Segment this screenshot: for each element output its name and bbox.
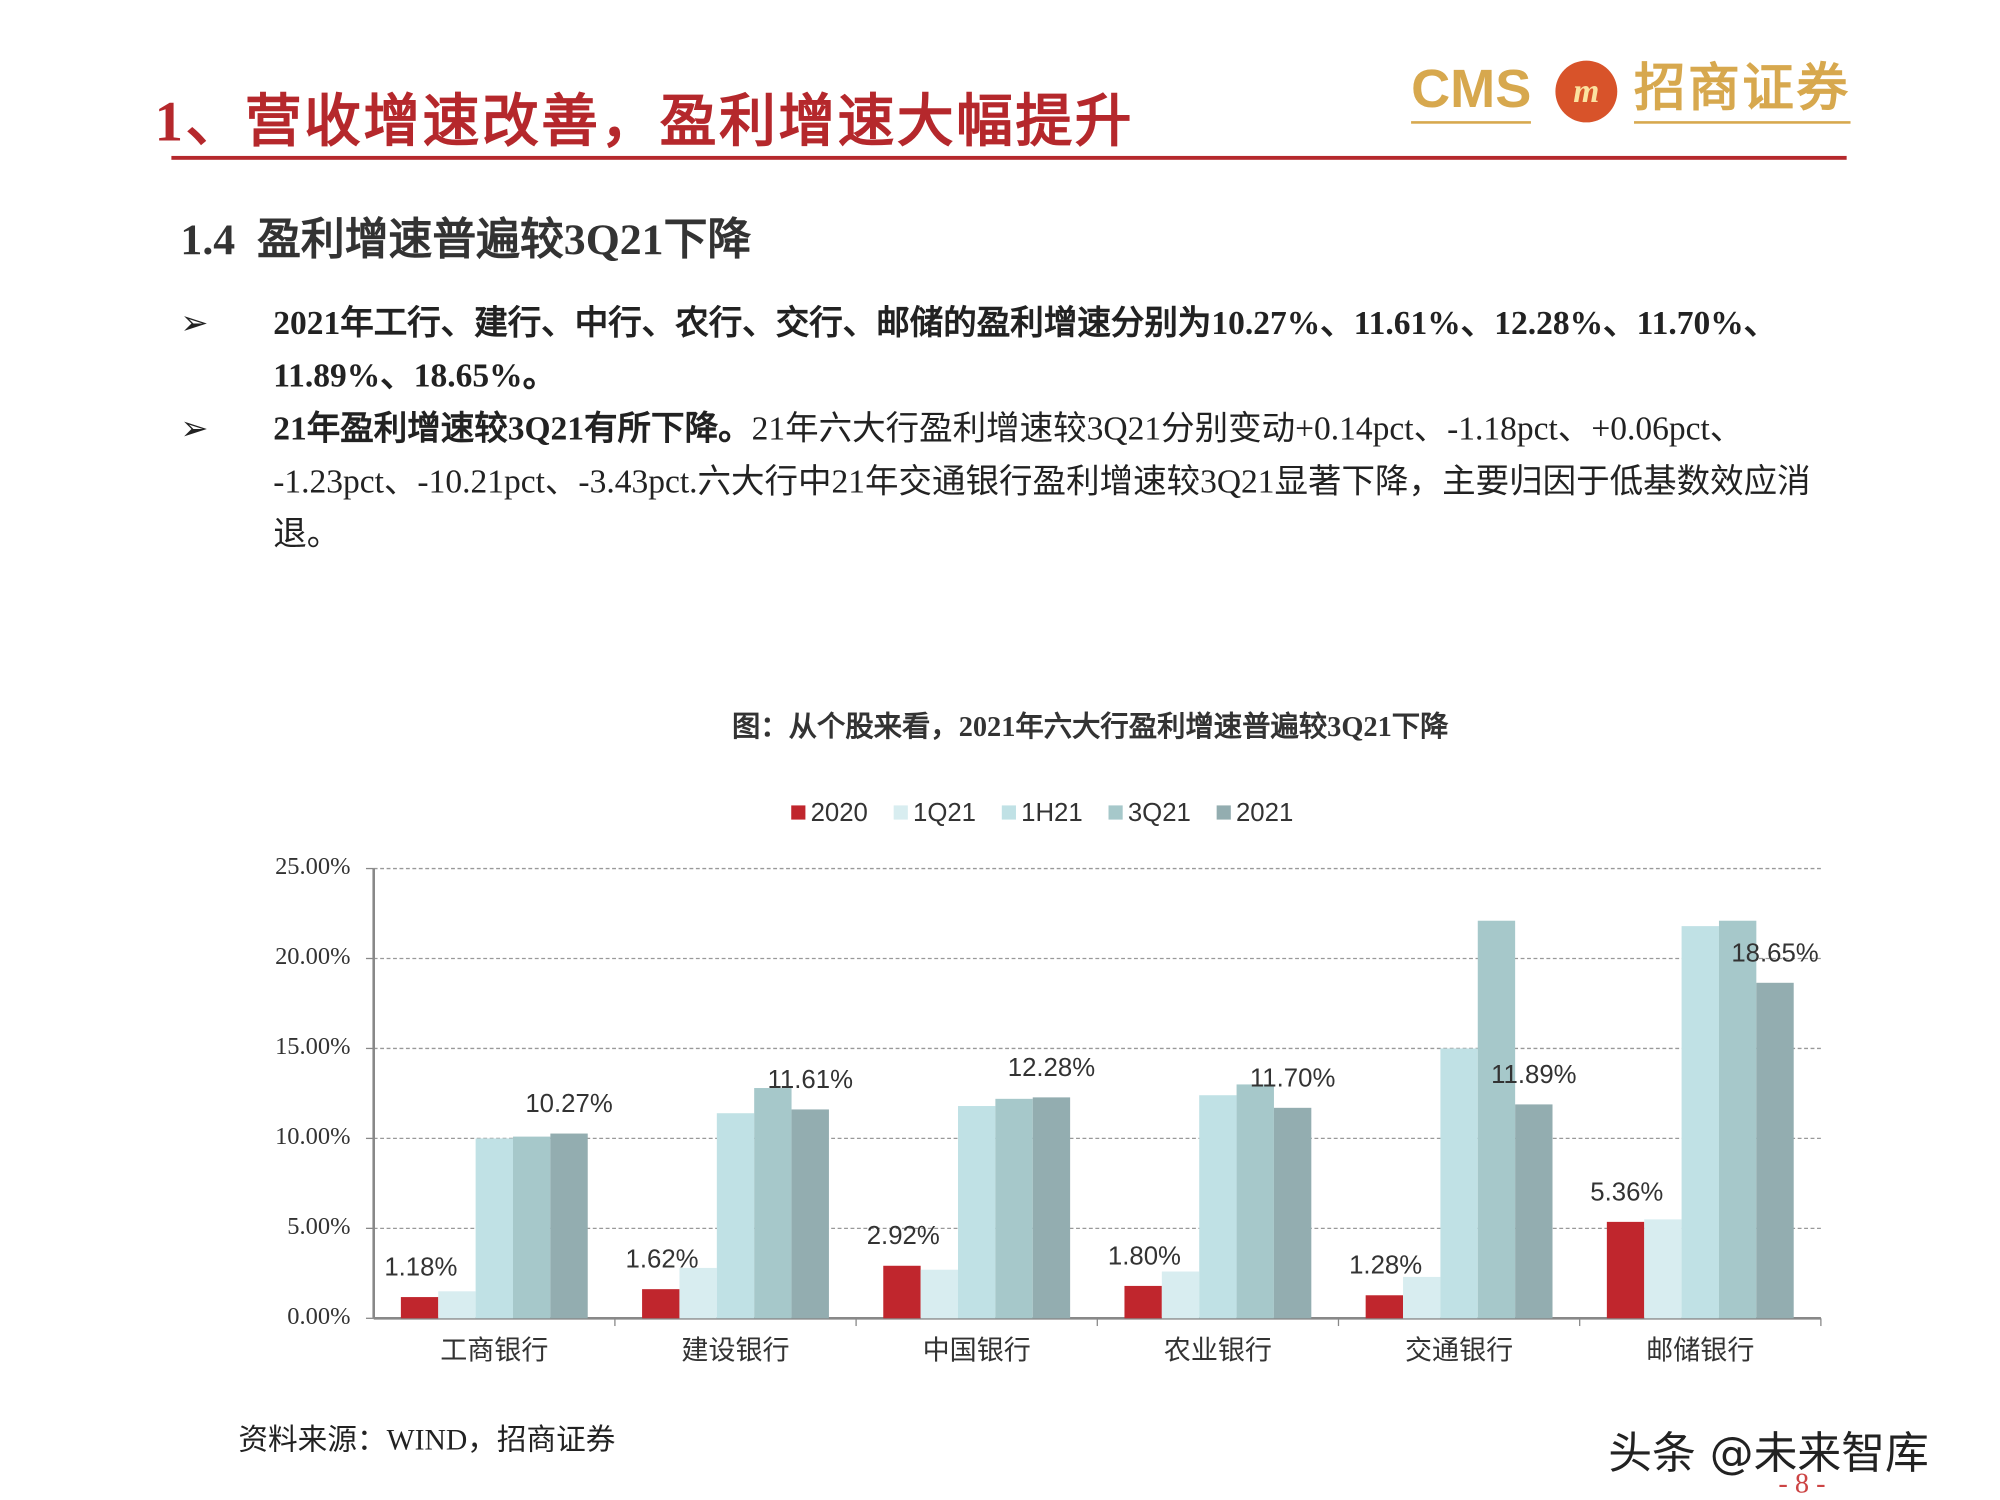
bar — [791, 1109, 829, 1319]
value-label: 1.62% — [626, 1246, 699, 1274]
y-tick-label: 20.00% — [275, 943, 350, 970]
bar — [438, 1291, 476, 1319]
page-number: - 8 - — [1778, 1466, 1826, 1499]
legend-label: 3Q21 — [1128, 799, 1191, 827]
legend-label: 1H21 — [1021, 799, 1083, 827]
y-tick-label: 5.00% — [287, 1213, 350, 1240]
bar — [1756, 982, 1794, 1319]
x-tick-label: 交通银行 — [1405, 1335, 1513, 1365]
bar — [754, 1088, 792, 1319]
x-tick-label: 农业银行 — [1164, 1335, 1272, 1365]
source-note: 资料来源：WIND，招商证券 — [238, 1423, 616, 1457]
bar — [958, 1106, 996, 1319]
bar — [1718, 920, 1757, 1319]
value-label: 1.18% — [384, 1254, 457, 1282]
legend-label: 2020 — [811, 799, 868, 827]
bar — [512, 1136, 551, 1319]
x-tick-label: 工商银行 — [440, 1335, 548, 1365]
bar — [716, 1113, 755, 1319]
bar — [679, 1267, 717, 1319]
x-tick-label: 中国银行 — [923, 1335, 1031, 1365]
bar — [995, 1098, 1033, 1319]
bar — [1365, 1295, 1404, 1319]
bar — [1032, 1097, 1071, 1319]
bar — [475, 1138, 513, 1319]
value-label: 1.28% — [1349, 1252, 1422, 1280]
bar — [883, 1265, 921, 1319]
y-tick-label: 0.00% — [287, 1303, 350, 1330]
chart-title: 图：从个股来看，2021年六大行盈利增速普遍较3Q21下降 — [732, 710, 1449, 743]
bar — [1644, 1219, 1682, 1319]
section-title: 盈利增速普遍较3Q21下降 — [257, 216, 752, 265]
bar — [1681, 926, 1719, 1319]
x-tick-label: 建设银行 — [681, 1335, 789, 1365]
legend-swatch — [893, 805, 908, 820]
y-tick-label: 15.00% — [275, 1033, 350, 1060]
title-rule — [171, 155, 1847, 160]
logo-name: 招商证券 — [1634, 57, 1851, 124]
value-label: 12.28% — [1008, 1054, 1095, 1082]
bullet-arrow: ➢ — [180, 409, 209, 448]
value-label: 5.36% — [1590, 1178, 1663, 1206]
value-label: 18.65% — [1731, 939, 1818, 967]
bullet-bold: 2021年工行、建行、中行、农行、交行、邮储的盈利增速分别为10.27%、11.… — [273, 304, 1778, 395]
legend-label: 2021 — [1236, 799, 1293, 827]
bar — [1161, 1271, 1200, 1319]
bar — [550, 1133, 588, 1319]
value-label: 11.89% — [1491, 1061, 1576, 1089]
value-label: 11.61% — [768, 1066, 853, 1094]
bar — [920, 1269, 959, 1319]
legend-label: 1Q21 — [913, 799, 976, 827]
section-number: 1.4 — [180, 216, 236, 265]
bullet: ➢ 21年盈利增速较3Q21有所下降。21年六大行盈利增速较3Q21分别变动+0.… — [180, 402, 1817, 561]
bar — [1403, 1276, 1441, 1319]
logo-text: CMS — [1411, 57, 1532, 124]
logo-icon: m — [1555, 60, 1618, 123]
value-label: 11.70% — [1250, 1064, 1335, 1092]
bullet: ➢ 2021年工行、建行、中行、农行、交行、邮储的盈利增速分别为10.27%、11… — [180, 296, 1817, 402]
x-tick-label: 邮储银行 — [1646, 1335, 1754, 1365]
bullet-text: 21年六大行盈利增速较3Q21分别变动+0.14pct、-1.18pct、+0.… — [273, 409, 1811, 553]
bar — [642, 1289, 680, 1319]
bar — [1273, 1107, 1312, 1319]
value-label: 2.92% — [867, 1222, 940, 1250]
bar — [1515, 1104, 1553, 1319]
bar — [1199, 1095, 1237, 1319]
legend-swatch — [1108, 805, 1123, 820]
bar — [400, 1297, 439, 1319]
legend-swatch — [791, 805, 806, 820]
legend-swatch — [1216, 805, 1231, 820]
bar — [1477, 920, 1516, 1319]
y-tick-label: 10.00% — [275, 1123, 350, 1150]
bullet-bold: 21年盈利增速较3Q21有所下降。 — [273, 409, 752, 448]
value-label: 10.27% — [525, 1090, 612, 1118]
bar — [1440, 1048, 1478, 1319]
bullet-arrow: ➢ — [180, 304, 209, 342]
legend-swatch — [1001, 805, 1016, 820]
y-tick-label: 25.00% — [275, 853, 350, 880]
value-label: 1.80% — [1108, 1242, 1181, 1270]
bar — [1606, 1221, 1645, 1319]
bar — [1236, 1084, 1274, 1319]
section-heading: 1.4 盈利增速普遍较3Q21下降 — [180, 204, 751, 267]
bar — [1124, 1285, 1162, 1319]
slide-title: 1、营收增速改善，盈利增速大幅提升 — [154, 90, 1135, 154]
watermark: 头条 @未来智库 — [1608, 1427, 1929, 1480]
